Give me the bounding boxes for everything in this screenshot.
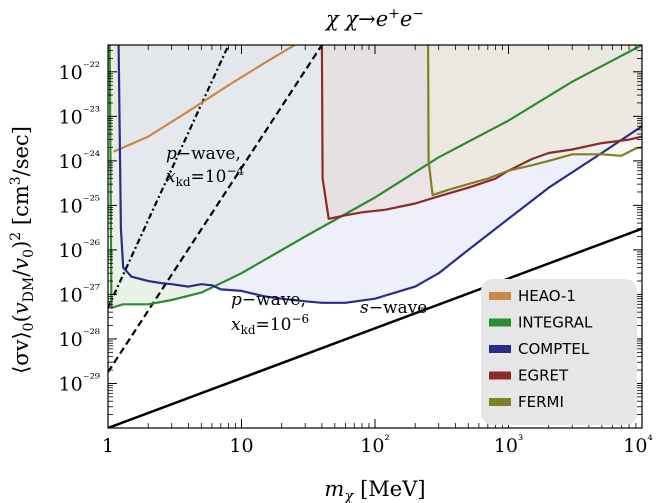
annotation-text: =10: [256, 315, 292, 335]
annotation-text: −wave,: [177, 144, 241, 164]
y-tick-label: 10⁻²⁸: [59, 327, 100, 351]
svg-text:p−wave,: p−wave,: [231, 290, 306, 310]
pwave-1e-6-line: [108, 45, 323, 373]
y-tick-label: 10⁻²⁶: [59, 238, 100, 262]
annotation-text: −wave,: [242, 290, 306, 310]
curve-egret: [320, 45, 642, 220]
y-tick-label: 10⁻²⁵: [59, 193, 100, 217]
curve-comptel: [117, 45, 642, 304]
svg-text:xkd=10−6: xkd=10−6: [231, 312, 309, 337]
legend-swatch: [489, 292, 511, 300]
annotation-pwave-1e-4: p−wave, xkd=10−4: [166, 144, 244, 189]
y-tick-label: 10⁻²²: [59, 60, 100, 84]
legend-label: EGRET: [518, 367, 569, 385]
svg-text:xkd=10−4: xkd=10−4: [166, 164, 244, 189]
annotation-var: p: [166, 144, 177, 164]
annotation-var: x: [166, 167, 176, 187]
curve-integral: [108, 45, 642, 309]
y-axis-label: ⟨σv⟩0(vDM/v0)2 [cm3/sec]: [8, 126, 37, 374]
series-curves: [108, 45, 642, 309]
annotation-pwave-1e-6: p−wave, xkd=10−6: [231, 290, 309, 337]
swave-line: [108, 227, 642, 428]
curve-fermi: [427, 45, 642, 197]
legend-swatch: [489, 318, 511, 327]
legend-swatch: [489, 345, 511, 353]
pwave-1e-4-line: [108, 45, 230, 309]
annotation-var: s: [360, 298, 369, 318]
legend-background: [481, 279, 637, 425]
x-axis-label: mχ [MeV]: [324, 477, 425, 503]
annotation-text: −wave: [369, 298, 428, 318]
legend-label: FERMI: [518, 393, 564, 411]
reference-lines: [108, 45, 642, 428]
annotation-text: =10: [191, 167, 227, 187]
axis-ticks: 1 10 10² 10³ 10⁴ 10⁻²⁹ 10⁻²⁸ 10⁻²⁷ 10⁻²⁶ 10⁻²⁵ 10⁻…: [59, 44, 653, 457]
y-tick-label: 10⁻²³: [59, 104, 100, 128]
y-tick-label: 10⁻²⁹: [59, 371, 100, 395]
annotation-exp: −6: [291, 312, 309, 326]
chart-title: χ χ→e+e−: [324, 6, 424, 31]
legend-label: INTEGRAL: [518, 314, 593, 332]
svg-text:p−wave,: p−wave,: [166, 144, 241, 164]
legend-label: HEAO-1: [518, 287, 576, 305]
annotation-exp: −4: [226, 164, 244, 178]
x-tick-label: 10³: [494, 433, 523, 457]
y-tick-label: 10⁻²⁷: [59, 282, 100, 306]
curve-heao-1: [113, 45, 296, 153]
annotation-swave: s−wave: [360, 298, 427, 318]
legend-swatch: [489, 398, 511, 406]
x-tick-label: 10²: [360, 433, 389, 457]
annotation-sub: kd: [176, 175, 191, 189]
x-tick-label: 10⁴: [623, 433, 652, 457]
fill-fermi: [428, 45, 642, 196]
legend: HEAO-1 INTEGRAL COMPTEL EGRET FERMI: [481, 279, 637, 425]
legend-swatch: [489, 371, 511, 380]
fill-regions: [109, 45, 642, 308]
annotation-var: p: [231, 290, 242, 310]
x-tick-label: 1: [102, 435, 114, 457]
y-tick-label: 10⁻²⁴: [59, 149, 100, 173]
legend-label: COMPTEL: [518, 340, 590, 358]
svg-text:s−wave: s−wave: [360, 298, 427, 318]
annotation-var: x: [231, 315, 241, 335]
annotation-sub: kd: [241, 323, 256, 337]
x-tick-label: 10: [229, 435, 253, 457]
